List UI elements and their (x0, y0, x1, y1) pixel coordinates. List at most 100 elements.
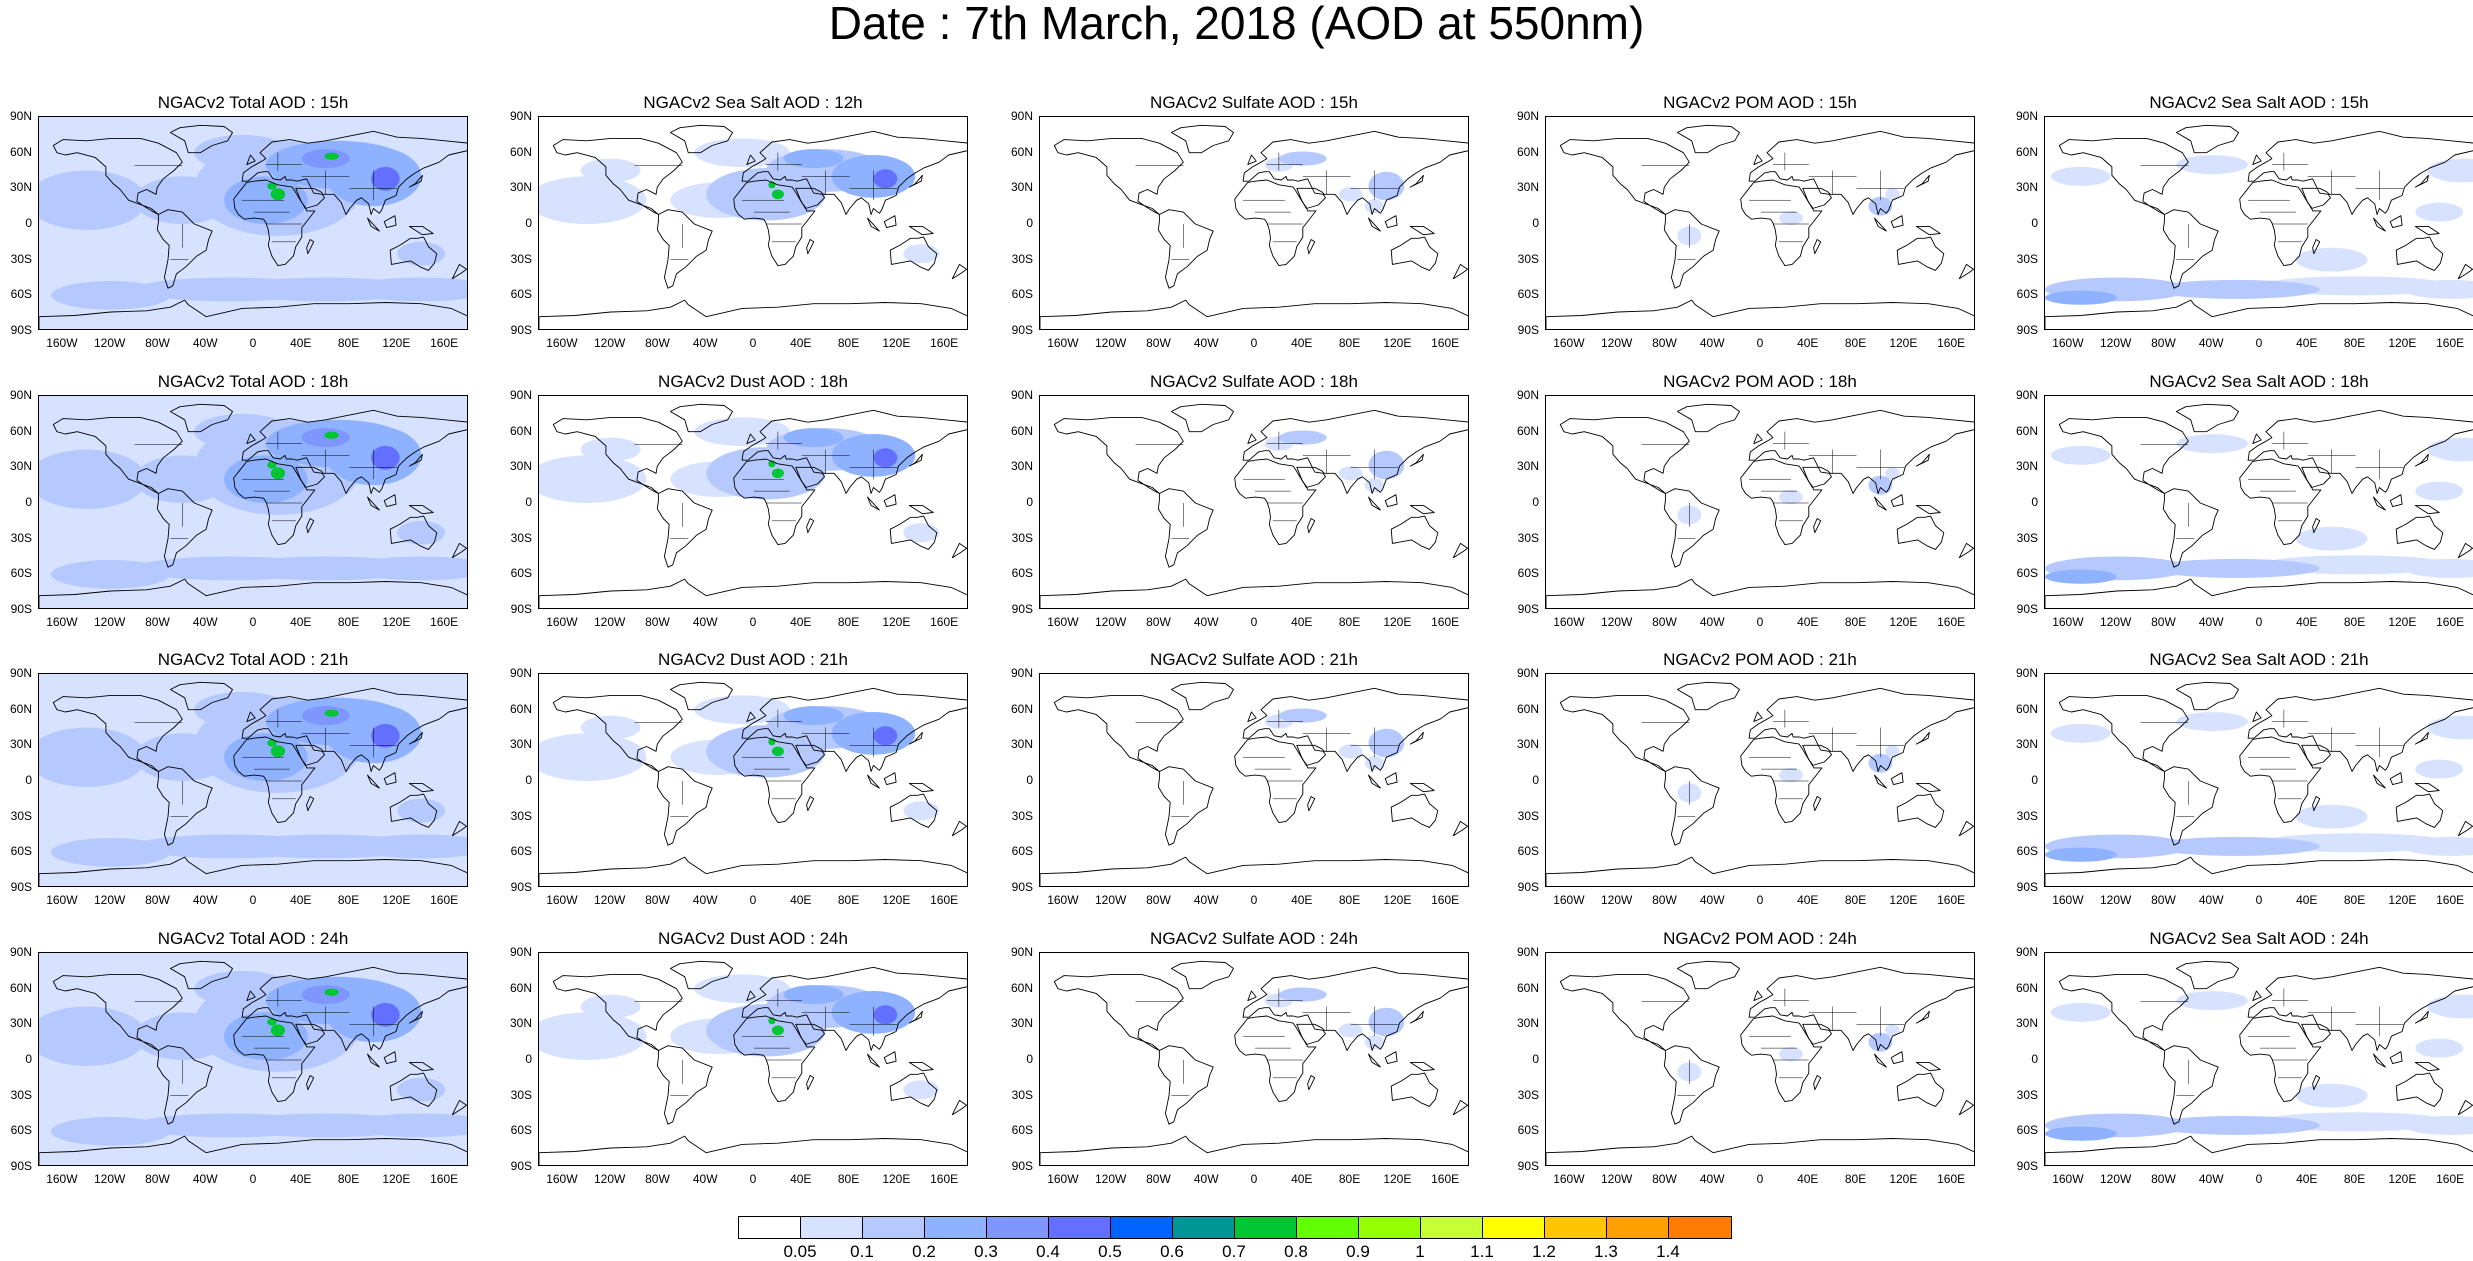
longitude-label: 80E (837, 615, 860, 629)
coastline (1748, 687, 1974, 772)
colorbar-swatch (1173, 1217, 1235, 1238)
coastline (741, 687, 967, 772)
longitude-label: 160E (2436, 336, 2465, 350)
latitude-label: 30N (2015, 737, 2038, 752)
colorbar-swatch (925, 1217, 987, 1238)
coastline (233, 179, 316, 267)
aod-region (873, 169, 898, 189)
longitude-label: 120W (1094, 1172, 1127, 1186)
coastline (2373, 1053, 2386, 1068)
latitude-label: 90N (509, 945, 532, 959)
latitude-label: 90N (1010, 945, 1033, 959)
coastline (2058, 137, 2189, 215)
colorbar-label: 1.4 (1656, 1242, 1680, 1261)
world-map (38, 395, 468, 609)
coastline (1368, 1053, 1381, 1068)
aod-region (2415, 1038, 2464, 1058)
coastline (1247, 990, 1257, 1002)
coastline (2414, 174, 2429, 188)
colorbar-swatch (1359, 1217, 1421, 1238)
latitude-label: 90N (1516, 109, 1539, 123)
coastline (908, 453, 923, 467)
longitude-label: 40W (192, 1172, 218, 1186)
longitude-label: 0 (249, 893, 257, 907)
longitude-label: 80W (145, 893, 170, 907)
coastline (451, 542, 467, 559)
coastline (1874, 774, 1887, 789)
latitude-label: 90S (10, 323, 32, 337)
colorbar-swatch (1545, 1217, 1607, 1238)
longitude-label: 160E (1431, 336, 1460, 350)
aod-region (2152, 558, 2320, 578)
aod-region (267, 1018, 277, 1026)
aod-region (580, 437, 641, 462)
colorbar-swatch (863, 1217, 925, 1238)
longitude-label: 160E (2436, 615, 2465, 629)
latitude-label: 60S (10, 287, 32, 302)
coastline (367, 496, 380, 511)
latitude-label: 90N (2015, 388, 2038, 402)
aod-region (39, 170, 147, 230)
longitude-label: 120W (2099, 1172, 2132, 1186)
longitude-label: 40W (1193, 336, 1219, 350)
coastline (1247, 433, 1257, 445)
coastline (2373, 774, 2386, 789)
coastline (2175, 681, 2239, 711)
longitude-label: 160E (1937, 1172, 1966, 1186)
aod-region (371, 1002, 400, 1027)
coastline (2373, 217, 2386, 232)
aod-region (349, 556, 467, 581)
coastline (1170, 960, 1234, 990)
coastline (39, 578, 467, 608)
map-svg (1040, 117, 1468, 329)
latitude-label: 30S (10, 530, 32, 545)
latitude-label: 90N (2015, 666, 2038, 680)
coastline (1384, 494, 1398, 508)
coastline (2045, 299, 2473, 329)
coastline (2373, 496, 2386, 511)
latitude-label: 30N (1010, 737, 1033, 752)
panel-title: NGACv2 Sea Salt AOD : 24h (2149, 929, 2369, 948)
coastline (367, 1053, 380, 1068)
map-svg (39, 953, 467, 1165)
longitude-label: 120E (382, 1172, 411, 1186)
coastline (246, 154, 256, 166)
coastline (1676, 681, 1740, 711)
latitude-label: 90S (510, 602, 532, 616)
longitude-label: 0 (249, 1172, 257, 1186)
latitude-label: 60S (2016, 1123, 2038, 1138)
aod-region (694, 138, 790, 167)
coastline (539, 578, 967, 608)
coastline (1896, 515, 1945, 550)
coastline (669, 960, 733, 990)
longitude-label: 40W (2198, 893, 2224, 907)
coastline (741, 966, 967, 1051)
coastline (733, 179, 816, 267)
longitude-label: 120E (1889, 336, 1918, 350)
longitude-label: 160W (1553, 893, 1585, 907)
latitude-label: 30S (2016, 251, 2038, 266)
longitude-label: 120W (93, 615, 126, 629)
longitude-label: 80W (145, 615, 170, 629)
longitude-label: 0 (749, 615, 757, 629)
coastline (733, 458, 816, 546)
aod-region (873, 1005, 898, 1025)
coastline (1040, 856, 1468, 886)
coastline (733, 1015, 816, 1103)
longitude-label: 80W (645, 1172, 670, 1186)
latitude-label: 0 (525, 773, 532, 787)
coastline (52, 694, 183, 772)
latitude-label: 90S (2016, 323, 2038, 337)
latitude-label: 30N (9, 737, 32, 752)
map-panel: NGACv2 Sulfate AOD : 18h 90N 60N 30N 0 30S 60S… (1001, 372, 1495, 650)
aod-region (349, 1113, 467, 1138)
panel-title: NGACv2 Dust AOD : 21h (658, 650, 848, 669)
latitude-label: 90N (509, 109, 532, 123)
map-panel: NGACv2 Dust AOD : 18h 90N 60N 30N 0 30S 60S 90S… (500, 372, 994, 650)
longitude-label: 120E (382, 615, 411, 629)
longitude-label: 120W (2099, 615, 2132, 629)
longitude-label: 120W (593, 615, 626, 629)
aod-region (1779, 1047, 1803, 1062)
aod-region (1364, 1035, 1384, 1050)
longitude-label: 40E (790, 615, 812, 629)
